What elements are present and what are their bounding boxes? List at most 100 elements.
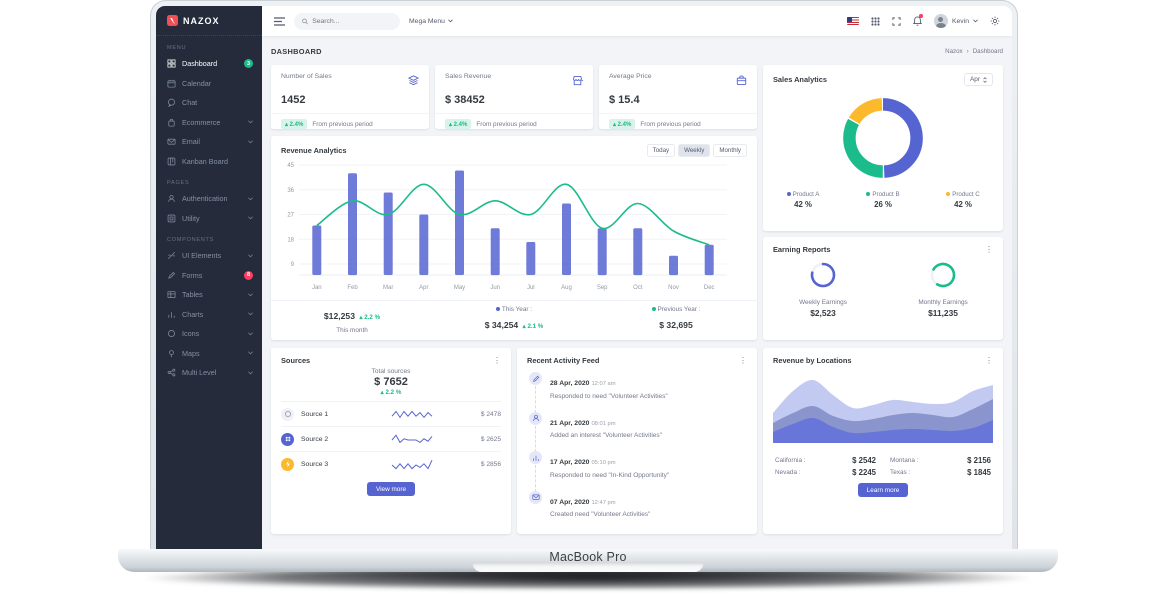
location-stat: Texas : $ 1845: [890, 468, 991, 477]
sidebar-item-tables[interactable]: Tables: [156, 285, 262, 305]
chevron-down-icon: [248, 254, 253, 258]
revenue-analytics-chart: 45 36 27 18 9 Jan Feb Mar Apr May Jun Jul Aug Sep Oct N…: [271, 157, 757, 298]
svg-text:Oct: Oct: [633, 285, 643, 291]
location-stats: California : $ 2542 Montana : $ 2156 Nevada …: [775, 456, 991, 477]
page-title: DASHBOARD: [271, 46, 322, 56]
chevron-down-icon: [248, 351, 253, 355]
notifications-bell-icon[interactable]: [912, 14, 923, 26]
chat-icon: [168, 98, 175, 108]
svg-text:Jan: Jan: [312, 285, 322, 291]
chevron-down-icon: [448, 19, 453, 23]
language-flag-icon[interactable]: [846, 17, 859, 25]
sidebar-item-icons[interactable]: Icons: [156, 324, 262, 344]
sidebar-item-ui-elements[interactable]: UI Elements: [156, 246, 262, 266]
kebab-menu-icon[interactable]: ⋮: [739, 355, 747, 365]
dashboard-icon: [167, 59, 176, 68]
laptop-shadow-inner: [105, 569, 1070, 581]
hamburger-menu-icon[interactable]: [274, 16, 285, 26]
sidebar-item-forms[interactable]: Forms 8: [156, 266, 262, 286]
search-box[interactable]: [294, 12, 400, 30]
sources-card: Sources ⋮ Total sources $ 7652 ▴ 2.2 % S…: [271, 348, 511, 534]
layers-icon: [407, 73, 420, 91]
svg-text:Jun: Jun: [490, 285, 500, 291]
previous-year-dot: [651, 307, 656, 312]
learn-more-button[interactable]: Learn more: [857, 483, 909, 497]
radial-progress-icon: [810, 262, 836, 288]
svg-text:45: 45: [287, 163, 294, 169]
brand-logo[interactable]: NAZOX: [156, 6, 262, 36]
svg-text:Mar: Mar: [383, 285, 393, 291]
mail-icon: [529, 490, 542, 504]
briefcase-icon: [736, 73, 747, 91]
activity-item: 21 Apr, 2020 08:01 pm Added an interest "…: [529, 411, 745, 452]
sidebar-item-ecommerce[interactable]: Ecommerce: [156, 113, 262, 133]
email-icon: [167, 139, 176, 145]
range-weekly-button[interactable]: Weekly: [678, 144, 711, 157]
user-menu[interactable]: Kevin: [933, 14, 978, 28]
dashboard-content: DASHBOARD Nazox › Dashboard: [262, 36, 1012, 550]
ecommerce-icon: [168, 118, 175, 127]
kebab-menu-icon[interactable]: ⋮: [493, 355, 501, 365]
forms-icon: [168, 271, 176, 279]
fullscreen-icon[interactable]: [892, 16, 901, 26]
laptop-notch: [472, 562, 704, 572]
sidebar-item-email[interactable]: Email: [156, 132, 262, 152]
view-more-button[interactable]: View more: [366, 482, 416, 496]
stat-card-sales-revenue: Sales Revenue $ 38452 ▴ 2.4% From previ: [435, 65, 593, 129]
source-2-icon: [281, 432, 294, 446]
radial-progress-icon: [930, 262, 956, 288]
source-3-icon: [281, 457, 294, 471]
activity-item: 28 Apr, 2020 12:07 am Responded to need "…: [529, 372, 745, 412]
topbar: Mega Menu: [262, 6, 1012, 36]
svg-text:Feb: Feb: [347, 285, 358, 291]
sidebar-section-label: PAGES: [167, 180, 190, 186]
activity-item: 17 Apr, 2020 05:10 pm Responded to need "…: [529, 451, 745, 491]
sidebar-item-kanban-board[interactable]: Kanban Board: [156, 152, 262, 172]
sidebar-item-chat[interactable]: Chat: [156, 93, 262, 113]
earning-item: Weekly Earnings $2,523: [763, 260, 883, 318]
laptop-base: MacBook Pro: [118, 549, 1058, 572]
chevron-down-icon: [248, 293, 253, 297]
activity-feed-list: 28 Apr, 2020 12:07 am Responded to need "…: [529, 372, 745, 530]
chevron-down-icon: [248, 120, 253, 124]
breadcrumb-root[interactable]: Nazox: [945, 47, 963, 55]
range-today-button[interactable]: Today: [646, 144, 676, 157]
mega-menu-button[interactable]: Mega Menu: [409, 18, 453, 25]
sidebar-item-maps[interactable]: Maps: [156, 344, 262, 364]
kebab-menu-icon[interactable]: ⋮: [985, 244, 993, 254]
activity-feed-card: Recent Activity Feed ⋮ 28 Apr, 2020 12:07…: [517, 348, 757, 534]
range-monthly-button[interactable]: Monthly: [713, 144, 747, 157]
bar-chart-icon: [529, 451, 542, 464]
apps-grid-icon[interactable]: [871, 16, 880, 26]
sidebar: NAZOX MENU Dashboard 3 Calendar Chat Ecommerc…: [156, 6, 262, 550]
svg-text:Nov: Nov: [668, 285, 679, 291]
maps-icon: [169, 349, 174, 357]
revenue-locations-card: Revenue by Locations ⋮ California : $ 254…: [763, 348, 1003, 534]
settings-gear-icon[interactable]: [990, 16, 1000, 26]
sales-analytics-card: Sales Analytics Apr Product A 42 % Product…: [763, 65, 1003, 231]
source-row: Source 3 $ 2856: [281, 451, 501, 476]
brand-name: NAZOX: [183, 15, 220, 26]
sidebar-item-authentication[interactable]: Authentication: [156, 189, 262, 209]
sparkline-chart: [391, 433, 433, 443]
search-icon: [302, 18, 309, 24]
search-input[interactable]: [312, 17, 392, 25]
period-select[interactable]: Apr: [964, 73, 993, 86]
source-row: Source 2 $ 2625: [281, 426, 501, 451]
sidebar-item-utility[interactable]: Utility: [156, 209, 262, 229]
sidebar-item-dashboard[interactable]: Dashboard 3: [156, 54, 262, 74]
svg-text:9: 9: [291, 262, 295, 268]
sidebar-nav: MENU Dashboard 3 Calendar Chat Ecommerce Email…: [156, 36, 262, 383]
sidebar-item-charts[interactable]: Charts: [156, 305, 262, 325]
earning-items: Weekly Earnings $2,523 Monthly Earnings $1…: [763, 260, 1003, 318]
sidebar-item-calendar[interactable]: Calendar: [156, 74, 262, 94]
svg-text:18: 18: [287, 237, 294, 243]
svg-text:Apr: Apr: [419, 285, 428, 291]
kebab-menu-icon[interactable]: ⋮: [985, 355, 993, 365]
laptop-screen: NAZOX MENU Dashboard 3 Calendar Chat Ecommerc…: [150, 0, 1018, 550]
chevron-down-icon: [248, 312, 253, 316]
ui-icon: [167, 252, 176, 260]
sparkline-chart: [391, 410, 433, 418]
sidebar-item-multi-level[interactable]: Multi Level: [156, 363, 262, 383]
